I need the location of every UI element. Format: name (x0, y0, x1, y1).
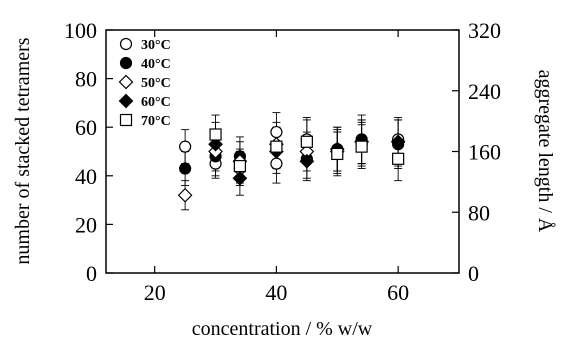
data-point-square-open (331, 147, 344, 161)
data-point-diamond-open (177, 187, 193, 203)
legend-label: 40°C (141, 57, 171, 72)
data-point-square-open (355, 140, 368, 153)
legend-label: 50°C (141, 76, 171, 91)
legend-label: 60°C (141, 95, 171, 110)
legend-marker (119, 37, 133, 51)
y-tick-label: 60 (75, 115, 97, 140)
x-tick-label: 20 (144, 280, 166, 305)
data-point-square-open (209, 128, 222, 141)
y2-axis-title: aggregate length / Å (534, 70, 556, 233)
data-point-circle-open (270, 125, 283, 139)
data-markers (177, 125, 406, 203)
x-tick-label: 40 (265, 280, 287, 305)
y2-tick-label: 160 (468, 140, 501, 165)
x-axis-title: concentration / % w/w (192, 318, 373, 340)
data-point-diamond-filled (232, 170, 248, 186)
data-point-circle-open (179, 140, 192, 153)
legend-marker (118, 93, 134, 109)
data-point-square-open (233, 159, 246, 173)
data-point-square-open (392, 152, 405, 165)
y2-tick-label: 240 (468, 79, 501, 104)
y-tick-label: 100 (64, 18, 97, 43)
legend-marker (119, 56, 133, 70)
data-point-square-open (300, 135, 313, 148)
axis-ticks: 20 40 60 0 20 40 60 80 100 0 80 160 240 320 (64, 18, 501, 305)
legend-marker (118, 74, 134, 90)
legend-label: 30°C (141, 38, 171, 53)
y-tick-label: 40 (75, 164, 97, 189)
y-axis-title: number of stacked tetramers (12, 37, 34, 264)
legend-marker (119, 113, 133, 127)
legend: 30°C 40°C 50°C 60°C 70°C (118, 37, 171, 129)
x-tick-label: 60 (387, 280, 409, 305)
data-point-circle-open (270, 157, 283, 170)
data-point-diamond-filled (390, 134, 406, 150)
legend-label: 70°C (141, 114, 171, 129)
y2-tick-label: 80 (468, 200, 490, 225)
y-tick-label: 80 (75, 67, 97, 92)
y-tick-label: 0 (86, 261, 97, 286)
data-point-diamond-filled (208, 136, 223, 152)
data-point-square-open (270, 140, 283, 153)
y2-tick-label: 320 (468, 18, 501, 43)
data-point-diamond-filled (299, 153, 315, 169)
y-tick-label: 20 (75, 212, 97, 237)
data-point-circle-filled (179, 162, 192, 175)
y2-tick-label: 0 (468, 261, 479, 286)
